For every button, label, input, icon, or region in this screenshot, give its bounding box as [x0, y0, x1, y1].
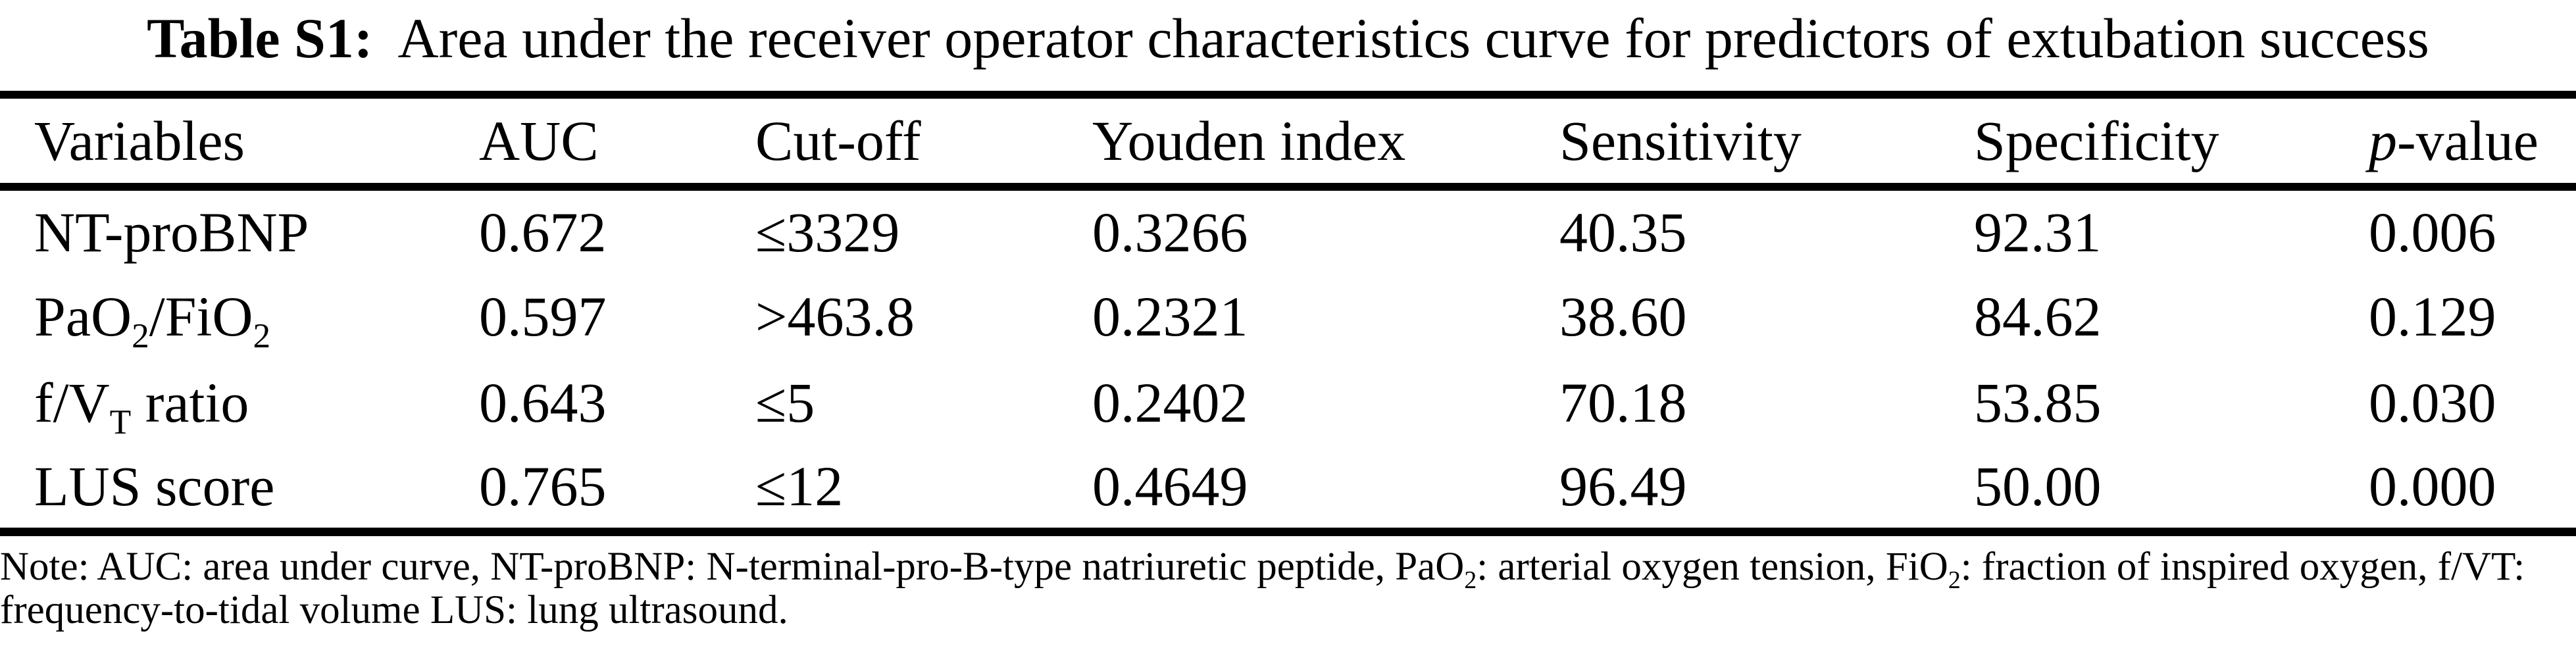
cell-youden-index: 0.3266 — [1092, 200, 1248, 264]
cell-sensitivity: 70.18 — [1559, 370, 1687, 434]
column-header-auc: AUC — [479, 95, 755, 191]
cell-variable: f/VT ratio — [34, 370, 249, 441]
cell-specificity: 92.31 — [1974, 200, 2102, 264]
results-table: Variables AUC Cut-off Youden index Sensi… — [0, 91, 2576, 536]
cell-variable: NT-proBNP — [34, 200, 309, 264]
table-row: NT-proBNP 0.672 ≤3329 0.3266 40.35 92.31… — [0, 187, 2576, 273]
table-row: f/VT ratio 0.643 ≤5 0.2402 70.18 53.85 0… — [0, 359, 2576, 445]
cell-cutoff: ≤3329 — [755, 200, 900, 264]
column-header-youden-index: Youden index — [1092, 95, 1559, 191]
cell-youden-index: 0.2321 — [1092, 284, 1248, 348]
cell-p-value: 0.129 — [2369, 284, 2496, 348]
table-number: Table S1: — [147, 7, 373, 70]
cell-sensitivity: 96.49 — [1559, 455, 1687, 518]
header-row: Variables AUC Cut-off Youden index Sensi… — [0, 95, 2576, 191]
cell-specificity: 53.85 — [1974, 370, 2102, 434]
table-row: LUS score 0.765 ≤12 0.4649 96.49 50.00 0… — [0, 445, 2576, 532]
cell-p-value: 0.030 — [2369, 370, 2496, 434]
cell-auc: 0.643 — [479, 370, 607, 434]
table-footnote: Note: AUC: area under curve, NT-proBNP: … — [0, 544, 2525, 632]
cell-variable: LUS score — [34, 455, 275, 518]
table-row: PaO2/FiO2 0.597 >463.8 0.2321 38.60 84.6… — [0, 273, 2576, 359]
cell-auc: 0.597 — [479, 284, 607, 348]
table-caption: Table S1: Area under the receiver operato… — [0, 0, 2576, 71]
cell-sensitivity: 40.35 — [1559, 200, 1687, 264]
cell-youden-index: 0.2402 — [1092, 370, 1248, 434]
column-header-variables: Variables — [0, 95, 479, 191]
cell-p-value: 0.000 — [2369, 455, 2496, 518]
cell-auc: 0.672 — [479, 200, 607, 264]
cell-sensitivity: 38.60 — [1559, 284, 1687, 348]
cell-specificity: 84.62 — [1974, 284, 2102, 348]
column-header-specificity: Specificity — [1974, 95, 2369, 191]
cell-cutoff: >463.8 — [755, 284, 915, 348]
cell-p-value: 0.006 — [2369, 200, 2496, 264]
column-header-sensitivity: Sensitivity — [1559, 95, 1974, 191]
cell-variable: PaO2/FiO2 — [34, 284, 271, 355]
cell-youden-index: 0.4649 — [1092, 455, 1248, 518]
column-header-cutoff: Cut-off — [755, 95, 1092, 191]
cell-cutoff: ≤5 — [755, 370, 815, 434]
cell-auc: 0.765 — [479, 455, 607, 518]
column-header-p-value: p-value — [2369, 95, 2576, 191]
cell-specificity: 50.00 — [1974, 455, 2102, 518]
table-caption-text: Area under the receiver operator charact… — [397, 7, 2429, 70]
cell-cutoff: ≤12 — [755, 455, 844, 518]
